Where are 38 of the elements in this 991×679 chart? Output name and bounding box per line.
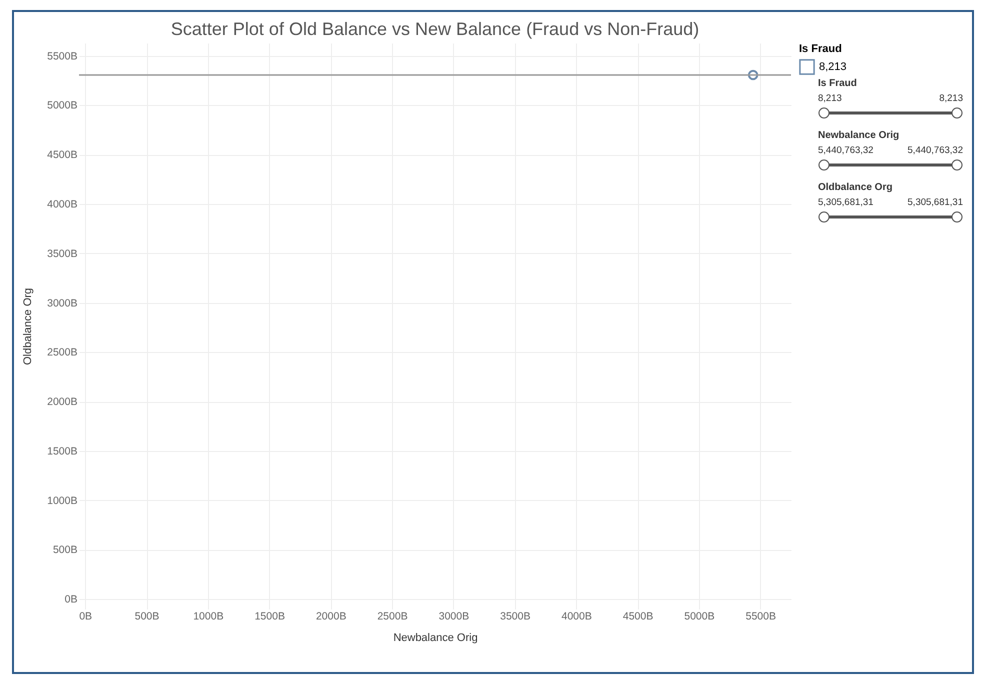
text: 8,213 [939, 93, 963, 104]
x-tick-label: 4500B [622, 610, 654, 622]
x-tick-label: 4000B [561, 610, 592, 622]
chart-title: Scatter Plot of Old Balance vs New Balance (Fraud vs Non-Fraud) [170, 19, 700, 39]
y-tick-label: 5500B [47, 50, 78, 62]
x-tick-label: 2000B [316, 610, 346, 622]
y-tick-label: 1500B [47, 445, 78, 458]
text: 5,440,763,32 [908, 145, 963, 156]
y-tick-label: 4000B [47, 198, 78, 211]
text: 8,213 [818, 93, 842, 104]
y-tick-label: 5000B [47, 100, 78, 112]
y-tick-label: 4500B [47, 149, 78, 162]
y-tick-label: 1000B [47, 494, 78, 507]
x-tick-label: 5000B [684, 610, 715, 622]
x-tick-label: 3500B [500, 610, 530, 622]
x-tick-label: 1000B [193, 610, 224, 622]
y-tick-label: 2000B [47, 396, 78, 408]
x-tick-label: 500B [134, 610, 160, 622]
legend-title: Is Fraud [799, 43, 842, 55]
x-tick-label: 3000B [438, 610, 470, 622]
x-tick-label: 1500B [254, 610, 285, 622]
legend-label: 8,213 [819, 61, 847, 73]
x-tick-label: 2500B [377, 610, 408, 622]
y-tick-label: 500B [52, 544, 78, 556]
y-axis-title: Oldbalance Org [22, 288, 34, 366]
text: 5,305,681,31 [818, 197, 874, 208]
y-tick-label: 3000B [47, 297, 78, 310]
y-tick-label: 0B [64, 594, 78, 606]
x-axis-title: Newbalance Orig [393, 632, 478, 644]
text: Is Fraud [818, 78, 858, 89]
text: 5,440,763,32 [818, 145, 874, 156]
x-tick-label: 0B [79, 610, 92, 622]
text: Oldbalance Org [818, 182, 894, 193]
y-tick-label: 2500B [47, 346, 78, 359]
y-tick-label: 3500B [47, 248, 78, 260]
text: Newbalance Orig [818, 130, 900, 141]
x-tick-label: 5500B [746, 610, 776, 622]
text: 5,305,681,31 [908, 197, 963, 208]
